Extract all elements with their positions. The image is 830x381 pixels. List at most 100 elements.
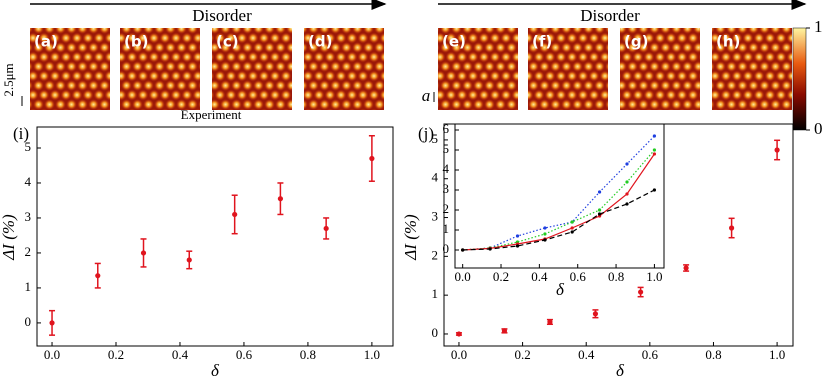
y-tick-label: 6 bbox=[443, 121, 450, 136]
x-tick-label: 0.6 bbox=[236, 347, 253, 362]
x-axis-label: δ bbox=[556, 280, 565, 299]
panel-label: (i) bbox=[13, 124, 29, 143]
line bbox=[462, 189, 655, 251]
point bbox=[95, 273, 101, 279]
line bbox=[462, 135, 655, 251]
x-tick-label: 0.4 bbox=[172, 347, 189, 362]
panel-label: (b) bbox=[124, 33, 148, 51]
caption: Experiment bbox=[181, 107, 242, 122]
point bbox=[625, 180, 629, 184]
y-tick-label: 3 bbox=[25, 209, 32, 224]
point bbox=[277, 196, 284, 202]
point bbox=[625, 162, 629, 166]
arrow-label: Disorder bbox=[580, 6, 640, 25]
panel-label: (j) bbox=[418, 124, 434, 143]
x-tick-label: 0.8 bbox=[705, 347, 721, 362]
y-tick-label: 1 bbox=[432, 286, 439, 301]
point bbox=[369, 155, 375, 162]
point bbox=[652, 148, 657, 152]
y-tick-label: 4 bbox=[25, 174, 32, 189]
y-tick-label: 2 bbox=[443, 201, 450, 216]
point bbox=[625, 202, 629, 206]
point bbox=[461, 248, 465, 252]
point bbox=[728, 225, 735, 231]
point bbox=[570, 220, 574, 224]
point bbox=[570, 230, 574, 234]
line bbox=[462, 153, 655, 251]
y-tick-label: 5 bbox=[25, 139, 32, 154]
point bbox=[515, 244, 520, 248]
image bbox=[438, 28, 518, 110]
panel-label: (g) bbox=[624, 33, 648, 51]
point bbox=[515, 234, 520, 238]
point bbox=[652, 152, 657, 156]
y-tick-label: 4 bbox=[432, 170, 439, 185]
panel-label: (a) bbox=[34, 33, 58, 51]
y-tick-label: 1 bbox=[25, 279, 32, 294]
x-tick-label: 1.0 bbox=[769, 347, 785, 362]
x-tick-label: 0.0 bbox=[455, 269, 471, 284]
x-tick-label: 0.4 bbox=[578, 347, 595, 362]
x-tick-label: 0.6 bbox=[642, 347, 659, 362]
plot-frame bbox=[36, 126, 394, 347]
panel-label: (c) bbox=[216, 33, 239, 51]
scale-label: a bbox=[422, 86, 431, 105]
point bbox=[543, 226, 547, 230]
point bbox=[488, 247, 492, 251]
point bbox=[683, 265, 689, 271]
panel-label: (h) bbox=[716, 33, 740, 51]
y-tick-label: 0 bbox=[443, 241, 450, 256]
point bbox=[456, 331, 462, 337]
image bbox=[212, 28, 292, 110]
point bbox=[49, 320, 55, 326]
point bbox=[597, 208, 602, 212]
colorbar bbox=[792, 27, 807, 131]
y-tick-label: 3 bbox=[443, 181, 450, 196]
x-tick-label: 1.0 bbox=[646, 269, 662, 284]
image bbox=[712, 28, 792, 110]
x-tick-label: 1.0 bbox=[364, 347, 380, 362]
colorbar-tick-label: 1 bbox=[814, 17, 823, 36]
y-tick-label: 5 bbox=[443, 141, 450, 156]
y-tick-label: 3 bbox=[432, 209, 439, 224]
x-tick-label: 0.6 bbox=[570, 269, 587, 284]
point bbox=[323, 225, 329, 232]
point bbox=[592, 311, 599, 317]
y-tick-label: 4 bbox=[443, 161, 450, 176]
y-tick-label: 0 bbox=[432, 325, 439, 340]
panel-label: (e) bbox=[442, 33, 466, 51]
point bbox=[625, 192, 629, 196]
image bbox=[620, 28, 700, 110]
line bbox=[462, 149, 655, 251]
image bbox=[528, 28, 608, 110]
colorbar-tick-label: 0 bbox=[814, 119, 823, 138]
point bbox=[597, 190, 602, 194]
x-tick-label: 0.4 bbox=[531, 269, 548, 284]
point bbox=[597, 212, 602, 216]
point bbox=[638, 289, 644, 295]
point bbox=[543, 232, 547, 236]
point bbox=[652, 188, 657, 192]
point bbox=[543, 238, 547, 242]
image bbox=[30, 28, 110, 110]
image bbox=[304, 28, 384, 110]
x-tick-label: 0.8 bbox=[608, 269, 624, 284]
plot-frame bbox=[454, 123, 665, 269]
panel-label: (f) bbox=[532, 33, 552, 51]
point bbox=[501, 328, 508, 334]
x-tick-label: 0.8 bbox=[300, 347, 316, 362]
point bbox=[652, 134, 657, 138]
scale-label: 2.5μm bbox=[1, 63, 16, 96]
image bbox=[120, 28, 200, 110]
x-tick-label: 0.2 bbox=[514, 347, 530, 362]
y-axis-label: ΔI (%) bbox=[401, 214, 420, 261]
x-axis-label: δ bbox=[616, 361, 625, 380]
x-axis-label: δ bbox=[211, 361, 220, 380]
point bbox=[547, 319, 553, 325]
y-tick-label: 0 bbox=[25, 314, 32, 329]
point bbox=[232, 211, 238, 218]
point bbox=[186, 257, 192, 263]
panel-label: (d) bbox=[308, 33, 332, 51]
x-tick-label: 0.0 bbox=[44, 347, 60, 362]
